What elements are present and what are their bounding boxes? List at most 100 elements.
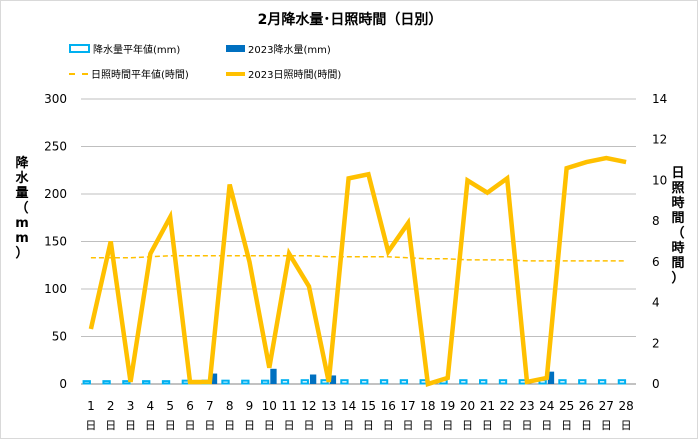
legend-line-avg: 日照時間平年値(時間) [69, 66, 189, 81]
bar-precip-normal [399, 379, 409, 385]
y-tick-label-right: 8 [652, 214, 660, 228]
y-axis-right-label: 日照時間（時間） [671, 166, 685, 286]
x-tick-label: 15 [361, 399, 376, 413]
x-tick-label: 13 [321, 399, 336, 413]
x-tick-label: 26 [579, 399, 594, 413]
bar-precip-normal [161, 380, 171, 385]
legend-label-bar-2023: 2023降水量(mm) [248, 45, 331, 56]
y-axis-left-label: 降水量（m m） [15, 156, 29, 261]
bar-precip-normal [479, 379, 488, 385]
bar-precip-2023 [547, 371, 555, 384]
bar-precip-2023 [270, 368, 277, 384]
y-tick-label-left: 150 [44, 235, 67, 249]
legend-swatch-line-avg [69, 72, 88, 75]
x-tick-label: 25 [559, 399, 574, 413]
x-tick-suffix: 日 [145, 419, 156, 432]
bar-precip-normal [340, 379, 349, 385]
line-sunshine-2023 [88, 155, 627, 387]
x-tick-label: 11 [281, 399, 296, 413]
x-tick-suffix: 日 [165, 419, 176, 432]
x-tick-suffix: 日 [561, 419, 572, 432]
x-tick-label: 18 [420, 399, 435, 413]
y-tick-label-right: 12 [652, 133, 667, 147]
bar-precip-normal [617, 379, 627, 385]
bar-precip-normal [498, 379, 508, 385]
x-tick-suffix: 日 [601, 419, 612, 432]
x-tick-suffix: 日 [581, 419, 592, 432]
bar-precip-normal [280, 379, 290, 385]
legend-swatch-line-2023 [226, 71, 245, 76]
x-tick-label: 4 [147, 399, 155, 413]
bar-precip-normal [221, 379, 230, 385]
x-tick-label: 27 [599, 399, 614, 413]
x-tick-label: 5 [166, 399, 174, 413]
x-tick-label: 22 [500, 399, 515, 413]
y-tick-label-left: 0 [59, 377, 67, 391]
x-tick-label: 20 [460, 399, 475, 413]
x-tick-label: 2 [107, 399, 115, 413]
x-tick-label: 14 [341, 399, 356, 413]
x-tick-suffix: 日 [541, 419, 552, 432]
x-tick-label: 16 [381, 399, 396, 413]
legend-swatch-bar-2023 [226, 45, 245, 52]
x-tick-suffix: 日 [105, 419, 116, 432]
y-tick-label-left: 100 [44, 282, 67, 296]
y-tick-label-right: 2 [652, 336, 660, 350]
y-tick-label-left: 250 [44, 140, 67, 154]
x-tick-suffix: 日 [323, 419, 334, 432]
bar-precip-normal [241, 379, 250, 385]
x-tick-label: 17 [400, 399, 415, 413]
x-tick-suffix: 日 [284, 419, 295, 432]
x-tick-label: 7 [206, 399, 214, 413]
x-tick-suffix: 日 [383, 419, 394, 432]
x-tick-suffix: 日 [363, 419, 374, 432]
legend-bar-2023: 2023降水量(mm) [226, 41, 331, 56]
x-tick-suffix: 日 [303, 419, 314, 432]
x-tick-suffix: 日 [422, 419, 433, 432]
x-tick-label: 21 [480, 399, 495, 413]
y-tick-label-right: 4 [652, 296, 660, 310]
bar-precip-normal [82, 380, 91, 385]
bar-precip-2023 [210, 373, 218, 384]
bar-precip-normal [122, 380, 131, 385]
y-tick-label-left: 50 [52, 330, 67, 344]
bar-precip-normal [260, 379, 270, 385]
x-tick-label: 12 [301, 399, 316, 413]
legend-label-line-avg: 日照時間平年値(時間) [91, 70, 189, 81]
bar-precip-normal [142, 380, 151, 385]
bar-precip-normal [597, 379, 607, 385]
line-sunshine-normal [90, 255, 627, 262]
x-tick-suffix: 日 [204, 419, 215, 432]
x-tick-suffix: 日 [521, 419, 532, 432]
y-tick-label-right: 0 [652, 377, 660, 391]
x-tick-suffix: 日 [224, 419, 235, 432]
y-tick-label-left: 300 [44, 92, 67, 106]
x-tick-suffix: 日 [244, 419, 255, 432]
y-tick-label-right: 14 [652, 92, 667, 106]
x-tick-suffix: 日 [185, 419, 196, 432]
chart-title: 2月降水量･日照時間（日別） [257, 12, 443, 28]
x-tick-label: 6 [186, 399, 194, 413]
x-tick-label: 1 [87, 399, 95, 413]
y-tick-label-right: 10 [652, 173, 667, 187]
legend-swatch-bar-avg [69, 44, 90, 53]
legend-label-bar-avg: 降水量平年値(mm) [93, 45, 181, 56]
x-tick-suffix: 日 [482, 419, 493, 432]
x-tick-suffix: 日 [85, 419, 96, 432]
bar-precip-normal [578, 379, 587, 385]
bar-precip-normal [558, 379, 567, 385]
legend-line-2023: 2023日照時間(時間) [226, 66, 341, 81]
y-tick-label-left: 200 [44, 187, 67, 201]
x-tick-label: 23 [519, 399, 534, 413]
x-tick-suffix: 日 [403, 419, 414, 432]
x-tick-suffix: 日 [442, 419, 453, 432]
bar-precip-normal [360, 379, 369, 385]
x-tick-label: 19 [440, 399, 455, 413]
x-tick-label: 10 [262, 399, 277, 413]
x-tick-suffix: 日 [462, 419, 473, 432]
bar-precip-normal [379, 379, 389, 385]
x-tick-label: 24 [539, 399, 554, 413]
bar-precip-2023 [309, 374, 317, 384]
